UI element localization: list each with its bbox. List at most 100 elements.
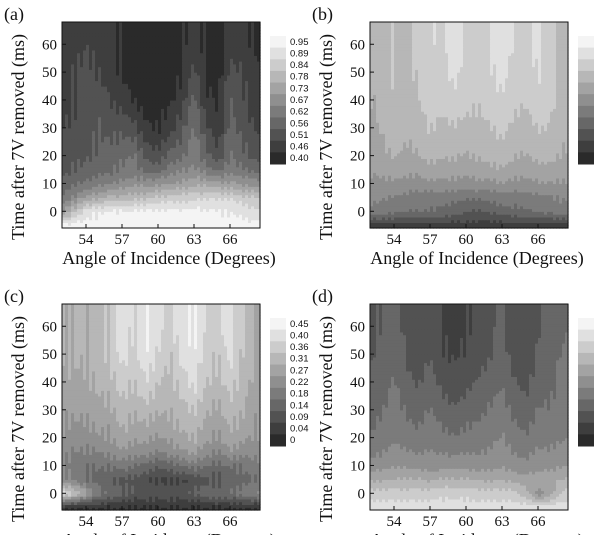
heatmap-cell: [104, 189, 108, 193]
heatmap-cell: [83, 180, 87, 185]
heatmap-cell: [203, 200, 207, 204]
heatmap-cell: [224, 225, 228, 229]
heatmap-cell: [224, 208, 228, 212]
heatmap-cell: [245, 175, 249, 179]
heatmap-cell: [128, 183, 132, 187]
heatmap-cell: [158, 219, 162, 224]
heatmap-cell: [242, 169, 246, 173]
heatmap-cell: [131, 161, 135, 165]
heatmap-cell: [158, 205, 162, 210]
heatmap-cell: [104, 202, 108, 207]
heatmap-cell: [200, 177, 204, 182]
heatmap-cell: [176, 155, 180, 159]
heatmap-cell: [83, 144, 87, 148]
heatmap-cell: [86, 216, 90, 221]
heatmap-cell: [116, 180, 120, 185]
heatmap-cell: [65, 208, 69, 212]
heatmap-cell: [218, 189, 222, 193]
heatmap-cell: [131, 163, 135, 168]
heatmap-cell: [158, 180, 162, 185]
heatmap-cell: [176, 147, 180, 151]
heatmap-cell: [245, 189, 249, 193]
heatmap-cell: [152, 152, 156, 157]
heatmap-cell: [83, 225, 87, 229]
heatmap-cell: [161, 172, 165, 176]
heatmap-cell: [233, 214, 237, 218]
heatmap-cell: [113, 208, 117, 212]
heatmap-cell: [155, 180, 159, 185]
heatmap-cell: [173, 163, 177, 168]
heatmap-cell: [116, 189, 120, 193]
x-tick-label: 66: [223, 232, 239, 248]
heatmap-cell: [149, 177, 153, 182]
heatmap-cell: [179, 177, 183, 182]
colorbar-label: 0.56: [290, 118, 309, 129]
heatmap-cell: [227, 163, 231, 168]
heatmap-cell: [140, 214, 144, 218]
heatmap-cell: [239, 158, 243, 162]
heatmap-cell: [155, 177, 159, 182]
heatmap-cell: [203, 155, 207, 159]
heatmap-cell: [164, 172, 168, 176]
heatmap-cell: [170, 194, 174, 198]
heatmap-cell: [62, 180, 66, 185]
heatmap-cell: [137, 155, 141, 159]
heatmap-cell: [212, 186, 216, 190]
heatmap-cell: [191, 214, 195, 218]
heatmap-cell: [179, 150, 183, 154]
heatmap-cell: [113, 191, 117, 196]
heatmap-cell: [92, 172, 96, 176]
heatmap-cell: [194, 219, 198, 224]
heatmap-cell: [107, 225, 111, 229]
heatmap-cell: [212, 150, 216, 154]
heatmap-cell: [146, 172, 150, 176]
heatmap-cell: [194, 214, 198, 218]
heatmap-cell: [71, 211, 75, 215]
heatmap-cell: [182, 202, 186, 207]
heatmap-cell: [92, 205, 96, 210]
heatmap-cell: [149, 152, 153, 157]
heatmap-cell: [251, 161, 255, 165]
heatmap-cell: [182, 200, 186, 204]
heatmap-cell: [167, 158, 171, 162]
heatmap-cell: [164, 169, 168, 173]
heatmap-cell: [62, 222, 66, 226]
heatmap-cell: [80, 219, 84, 224]
heatmap-cell: [122, 175, 126, 179]
heatmap-cell: [254, 161, 258, 165]
heatmap-cell: [182, 214, 186, 218]
heatmap-cell: [176, 211, 180, 215]
heatmap-cell: [170, 183, 174, 187]
heatmap-cell: [197, 197, 201, 201]
heatmap-cell: [146, 186, 150, 190]
heatmap-cell: [89, 180, 93, 185]
heatmap-cell: [227, 172, 231, 176]
heatmap-cell: [185, 200, 189, 204]
heatmap-cell: [233, 211, 237, 215]
heatmap-cell: [98, 180, 102, 185]
heatmap-cell: [140, 172, 144, 176]
heatmap-cell: [194, 183, 198, 187]
heatmap-cell: [200, 183, 204, 187]
heatmap-cell: [68, 161, 72, 165]
heatmap-cell: [233, 189, 237, 193]
heatmap-cell: [95, 189, 99, 193]
heatmap-cell: [173, 183, 177, 187]
heatmap-cell: [200, 150, 204, 154]
heatmap-cell: [107, 147, 111, 151]
heatmap-cell: [146, 211, 150, 215]
heatmap-cell: [137, 214, 141, 218]
heatmap-cell: [95, 216, 99, 221]
heatmap-cell: [104, 197, 108, 201]
heatmap-cell: [218, 186, 222, 190]
heatmap-cell: [110, 208, 114, 212]
heatmap-cell: [71, 214, 75, 218]
heatmap-cell: [242, 183, 246, 187]
heatmap-cell: [95, 172, 99, 176]
heatmap-cell: [212, 166, 216, 171]
heatmap-cell: [125, 216, 129, 221]
heatmap-cell: [104, 158, 108, 162]
heatmap-cell: [125, 147, 129, 151]
heatmap-cell: [212, 147, 216, 151]
heatmap-cell: [65, 191, 69, 196]
